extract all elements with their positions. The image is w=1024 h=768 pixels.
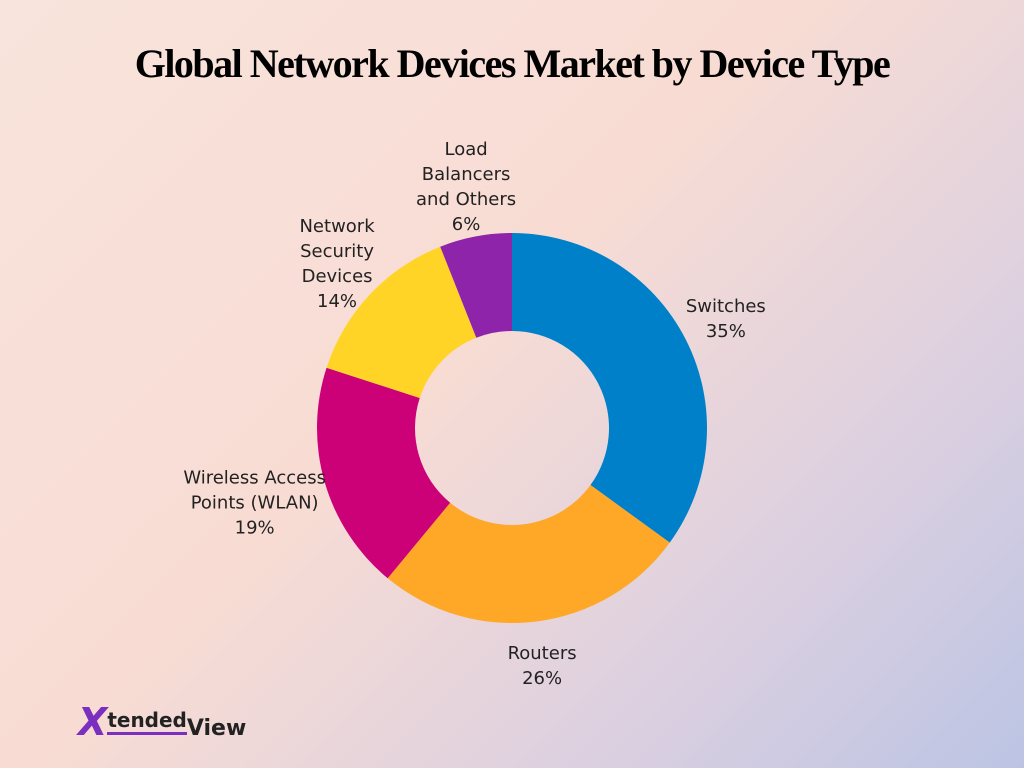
donut-slice — [512, 233, 707, 543]
category-label: Network Security Devices — [299, 215, 375, 287]
value-label: 6% — [451, 214, 481, 236]
slice-label: Routers 26% — [482, 641, 602, 691]
logo-text: tended — [107, 708, 187, 735]
donut-slice — [387, 485, 670, 623]
logo-mark: X — [78, 700, 108, 744]
slice-label: Load Balancers and Others 6% — [404, 137, 529, 237]
value-label: 35% — [705, 321, 746, 343]
category-label: Switches — [685, 296, 766, 318]
category-label: Routers — [507, 643, 577, 665]
category-label: Wireless Access Points (WLAN) — [183, 467, 326, 514]
donut-slice — [440, 233, 512, 338]
donut-slice — [326, 246, 477, 399]
slice-label: Switches 35% — [666, 294, 786, 344]
value-label: 14% — [317, 290, 358, 312]
category-label: Load Balancers and Others — [416, 139, 517, 211]
slice-label: Wireless Access Points (WLAN) 19% — [170, 465, 340, 540]
chart-title: Global Network Devices Market by Device … — [134, 41, 891, 86]
value-label: 26% — [522, 668, 563, 690]
value-label: 19% — [234, 517, 275, 539]
donut-slice — [317, 367, 451, 579]
slice-label: Network Security Devices 14% — [292, 214, 382, 314]
logo-text: View — [186, 716, 247, 741]
logo: XtendedView — [78, 700, 246, 744]
